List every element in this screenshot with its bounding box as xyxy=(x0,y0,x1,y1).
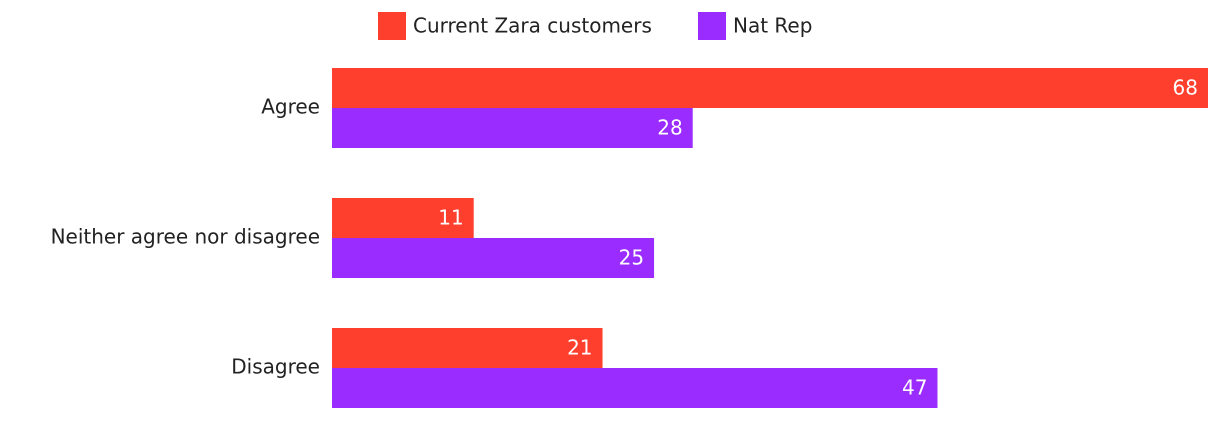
value-label: 28 xyxy=(657,116,682,140)
value-label: 68 xyxy=(1173,76,1198,100)
value-label: 25 xyxy=(619,246,644,270)
value-label: 11 xyxy=(438,206,463,230)
bar xyxy=(332,238,655,278)
legend-label: Nat Rep xyxy=(733,14,812,38)
legend-swatch xyxy=(378,12,406,40)
value-label: 47 xyxy=(902,376,927,400)
bar xyxy=(332,108,693,148)
legend-label: Current Zara customers xyxy=(413,14,652,38)
value-label: 21 xyxy=(567,336,592,360)
category-label: Disagree xyxy=(231,355,320,379)
category-label: Neither agree nor disagree xyxy=(51,225,320,249)
bar xyxy=(332,328,603,368)
bar xyxy=(332,368,938,408)
category-label: Agree xyxy=(261,95,320,119)
bar xyxy=(332,198,474,238)
bar xyxy=(332,68,1208,108)
legend-swatch xyxy=(698,12,726,40)
